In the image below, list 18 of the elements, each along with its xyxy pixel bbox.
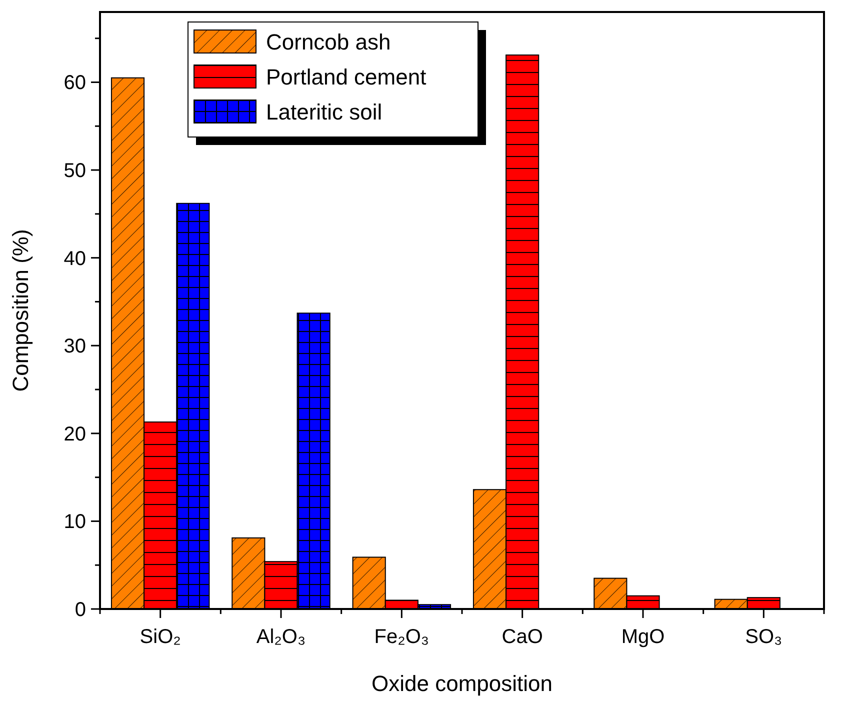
- y-tick-label: 40: [64, 248, 86, 270]
- x-tick-label: SiO₂: [140, 626, 181, 648]
- y-tick-label: 30: [64, 336, 86, 358]
- y-tick-label: 50: [64, 160, 86, 182]
- legend-label: Portland cement: [266, 64, 426, 90]
- y-tick-label: 0: [74, 599, 86, 621]
- legend-label: Lateritic soil: [266, 100, 382, 125]
- x-tick-label: CaO: [502, 626, 543, 648]
- x-tick-label: MgO: [621, 626, 665, 648]
- y-axis-title: Composition (%): [8, 229, 33, 392]
- x-axis-title: Oxide composition: [372, 671, 552, 696]
- x-tick-label: Al₂O₃: [256, 626, 306, 648]
- x-tick-label: Fe₂O₃: [374, 626, 430, 648]
- y-tick-label: 60: [64, 72, 86, 94]
- y-tick-label: 20: [64, 423, 86, 446]
- y-tick-label: 10: [64, 511, 86, 534]
- x-tick-label: SO₃: [745, 626, 782, 648]
- legend-label: Corncob ash: [266, 30, 391, 55]
